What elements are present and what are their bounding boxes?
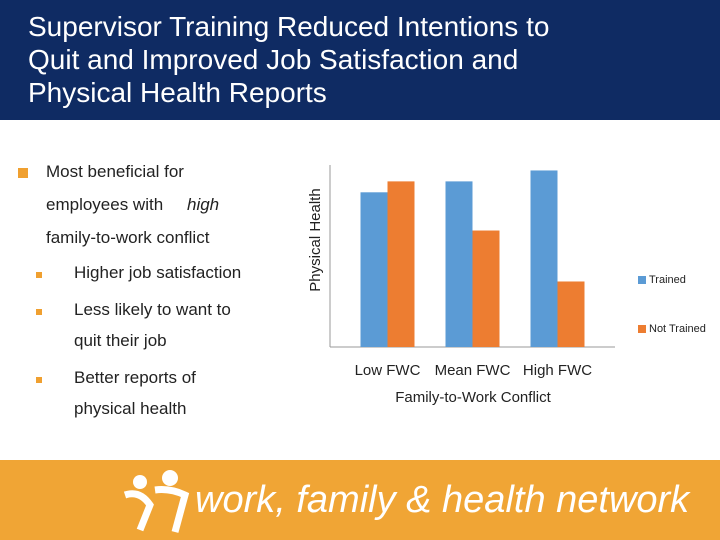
bar (445, 181, 473, 347)
title-banner: Supervisor Training Reduced Intentions t… (0, 0, 720, 120)
bullet-text: high (187, 195, 220, 214)
bar (530, 170, 558, 347)
sub-bullet-text: physical health (74, 399, 187, 418)
bullet-text: Most beneficial for (46, 162, 184, 181)
sub-bullet-marker (36, 377, 42, 383)
bar (387, 181, 415, 347)
bullet-text: family-to-work conflict (46, 228, 210, 247)
legend-label: Trained (649, 274, 686, 286)
title-line: Quit and Improved Job Satisfaction and (28, 44, 519, 75)
bar (557, 281, 585, 347)
x-tick-label: Mean FWC (435, 362, 511, 379)
x-tick-label: High FWC (523, 362, 592, 379)
sub-bullet-marker (36, 272, 42, 278)
sub-bullet-text: Better reports of (74, 368, 196, 387)
sub-bullet-text: Higher job satisfaction (74, 263, 242, 282)
legend-label: Not Trained (649, 323, 706, 335)
bar (360, 192, 388, 347)
y-axis-title: Physical Health (307, 188, 324, 291)
logo-figure (133, 475, 147, 489)
chart: Low FWC Mean FWC High FWC Family-to-Work Co… (307, 165, 706, 406)
footer-text: work, family & health network (195, 479, 691, 521)
x-tick-label: Low FWC (355, 362, 421, 379)
logo-figure (123, 486, 190, 533)
sub-bullet-text: Less likely to want to (74, 300, 231, 319)
legend-swatch (638, 276, 646, 284)
logo: work, family & health network (123, 470, 691, 533)
logo-figure (162, 470, 178, 486)
title-line: Physical Health Reports (28, 77, 327, 108)
bar (472, 230, 500, 347)
x-axis-title: Family-to-Work Conflict (395, 389, 551, 406)
title-line: Supervisor Training Reduced Intentions t… (28, 11, 550, 42)
sub-bullet-marker (36, 309, 42, 315)
footer: work, family & health network (0, 460, 720, 540)
bullet-marker (18, 168, 28, 178)
legend-swatch (638, 325, 646, 333)
bullet-text: employees with (46, 195, 164, 214)
sub-bullet-text: quit their job (74, 331, 167, 350)
